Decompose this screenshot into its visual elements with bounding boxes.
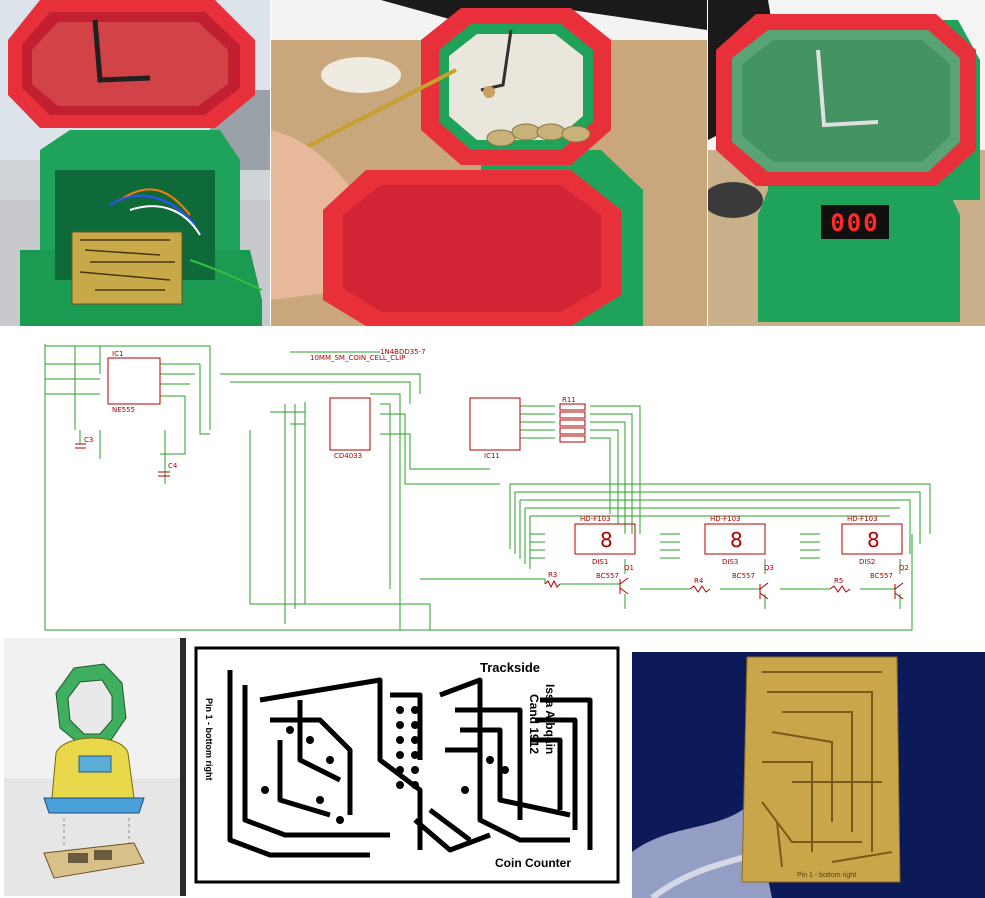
display-label-1: HD-F103: [580, 515, 611, 523]
resistor-pack-label: R11: [562, 396, 576, 404]
photo-hand-holding-lid: [271, 0, 707, 326]
pcb-title-top: Trackside: [480, 660, 540, 675]
transistor-label-1: BC557: [596, 572, 619, 580]
pcb-name-line2: Cand 1912: [527, 694, 541, 754]
cap-label-c3: C3: [84, 436, 93, 444]
pcb-side-label: Pin 1 - bottom right: [204, 698, 214, 781]
pcb-layout-mask: Trackside Issa Albqain Cand 1912 Coin Co…: [190, 640, 626, 890]
pcb-bottom-label: Coin Counter: [495, 856, 571, 870]
photo-open-coin-box: [0, 0, 270, 326]
coin-cell-label: 10MM_SM_COIN_CELL_CLIP: [310, 354, 405, 362]
transistor-name-q2: Q2: [899, 564, 909, 572]
transistor-name-q1: Q1: [624, 564, 634, 572]
display-label-3: HD-F103: [847, 515, 878, 523]
ic1-part-label: NE555: [112, 406, 135, 414]
resistor-label-r5: R5: [834, 577, 843, 585]
ic1-label: IC1: [112, 350, 123, 358]
ic2-part-label: CD4033: [334, 452, 362, 460]
display-glyph-3: 8: [867, 528, 880, 552]
display-glyph-1: 8: [600, 528, 613, 552]
photo-etched-pcb: Pin 1 - bottom right: [632, 652, 985, 898]
photo-assembled-coin-box: 000: [708, 0, 985, 326]
sketch-concept: [4, 638, 186, 896]
display-glyph-2: 8: [730, 528, 743, 552]
pcb-name-line1: Issa Albqain: [543, 684, 557, 754]
display-name-1: DIS1: [592, 558, 608, 566]
transistor-label-3: BC557: [870, 572, 893, 580]
display-label-2: HD-F103: [710, 515, 741, 523]
transistor-label-2: BC557: [732, 572, 755, 580]
resistor-label-r3: R3: [548, 571, 557, 579]
display-name-3: DIS2: [859, 558, 875, 566]
ic3-label: IC11: [484, 452, 500, 460]
transistor-name-q3: Q3: [764, 564, 774, 572]
etched-pcb-side-label: Pin 1 - bottom right: [797, 872, 856, 879]
header-label: 1N4BDD35-7: [380, 348, 426, 356]
schematic-diagram: IC1 NE555 CD4033 IC11 R11 10MM_SM_COIN_C…: [0, 334, 985, 634]
seven-segment-readout: 000: [830, 209, 879, 237]
display-name-2: DIS3: [722, 558, 738, 566]
resistor-label-r4: R4: [694, 577, 704, 585]
cap-label-c4: C4: [168, 462, 178, 470]
